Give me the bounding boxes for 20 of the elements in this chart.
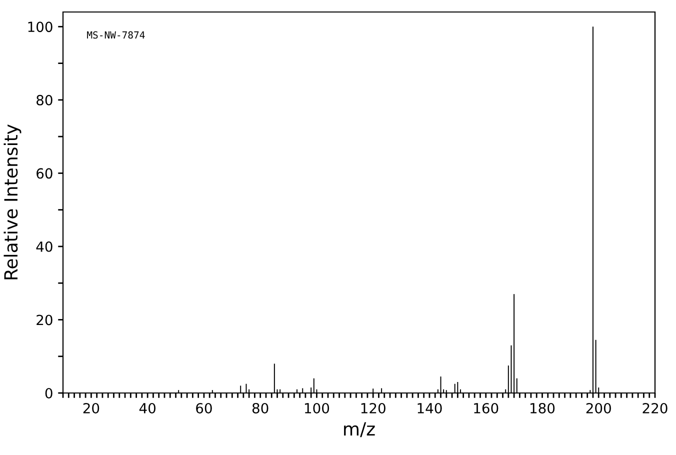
y-tick-label: 60 [36, 168, 52, 179]
y-tick-label: 100 [28, 22, 52, 32]
annotation: MS-NW-7874 [87, 31, 145, 39]
x-tick-label: 20 [83, 402, 100, 414]
x-tick-label: 120 [361, 402, 386, 414]
x-tick-label: 200 [586, 402, 611, 414]
x-axis-title: m/z [344, 422, 375, 438]
y-tick-label: 80 [36, 94, 52, 106]
x-tick-label: 140 [418, 402, 442, 414]
y-axis-title: Relative Intensity [4, 124, 22, 280]
x-tick-label: 180 [530, 402, 555, 414]
x-tick-label: 80 [252, 402, 268, 414]
y-tick-label: 20 [36, 314, 52, 326]
x-tick-label: 100 [304, 402, 330, 414]
x-tick-label: 40 [139, 402, 156, 414]
x-tick-label: 160 [474, 402, 498, 414]
x-tick-label: 220 [642, 402, 668, 414]
y-tick-label: 0 [45, 388, 52, 398]
y-tick-label: 40 [36, 241, 52, 252]
x-tick-label: 60 [196, 402, 212, 414]
